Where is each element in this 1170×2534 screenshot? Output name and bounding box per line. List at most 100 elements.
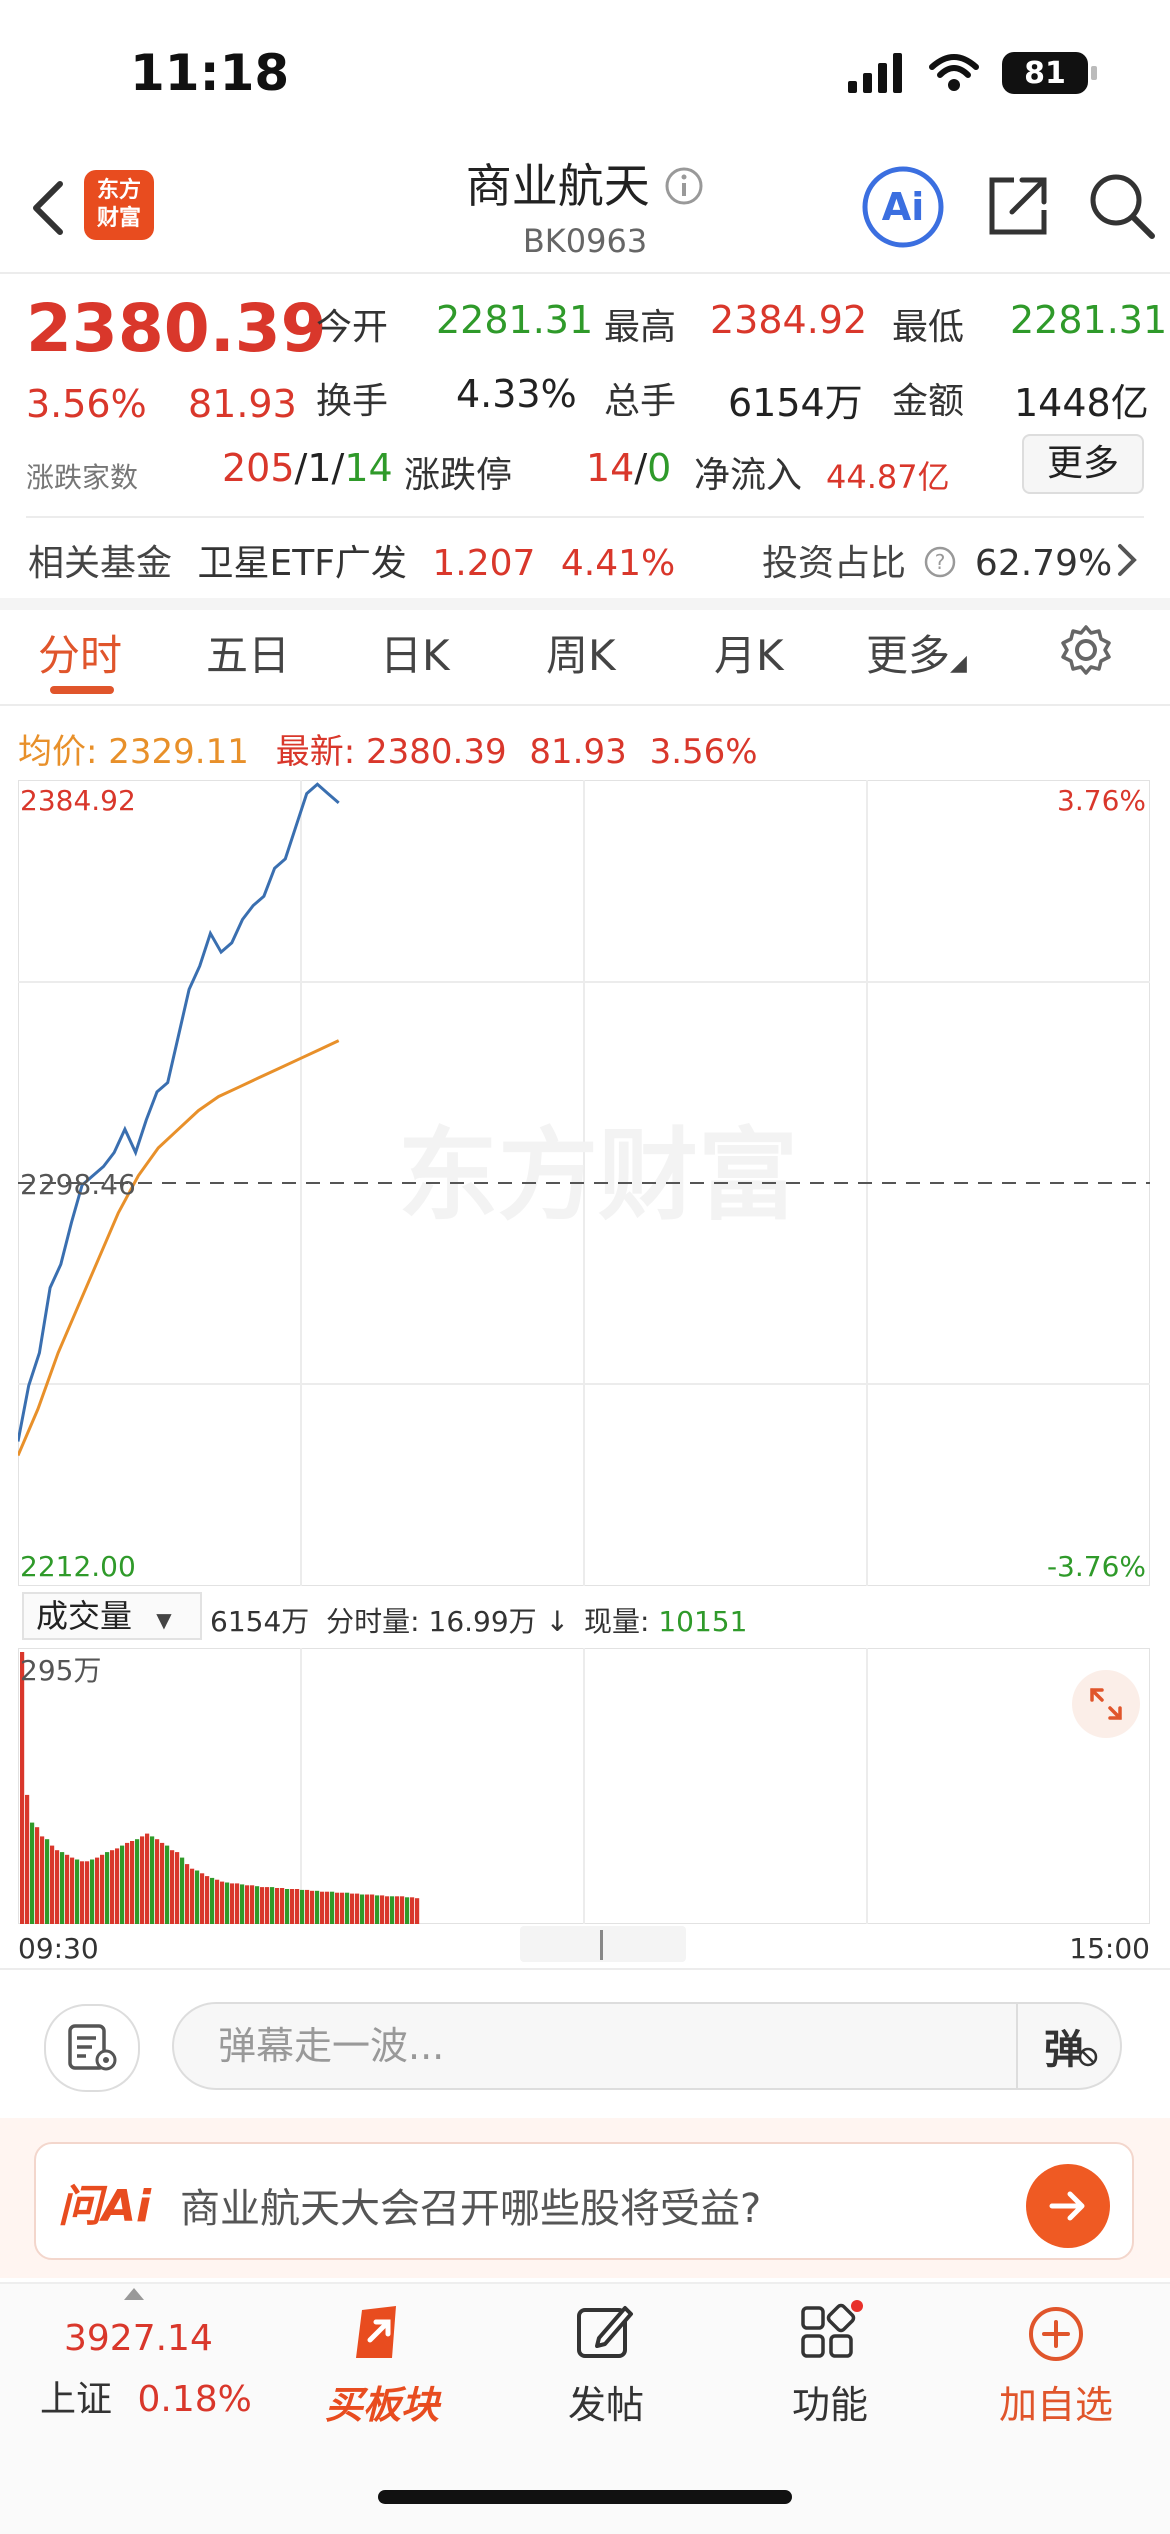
index-value[interactable]: 3927.14 xyxy=(64,2318,213,2359)
danmu-toggle-button[interactable]: 弹 xyxy=(1016,2002,1124,2090)
volume-bar xyxy=(360,1894,365,1924)
tab-intraday[interactable]: 分时 xyxy=(38,631,123,680)
caret-down-icon: ◢ xyxy=(950,651,967,676)
high-value: 2384.92 xyxy=(710,298,868,342)
volume-bar xyxy=(310,1890,315,1924)
tab-monthly-k[interactable]: 月K xyxy=(714,631,784,680)
title-text: 商业航天 xyxy=(465,159,650,213)
section-gap xyxy=(0,598,1170,610)
tab-daily-k[interactable]: 日K xyxy=(380,631,450,680)
gear-icon[interactable] xyxy=(1060,624,1112,676)
index-name: 上证 xyxy=(40,2379,113,2420)
volume-bar xyxy=(110,1850,115,1924)
chart-bottom-divider xyxy=(0,1968,1170,1970)
volume-bar xyxy=(415,1898,420,1924)
tab-more[interactable]: 更多◢ xyxy=(866,622,967,683)
volume-bar xyxy=(180,1857,185,1924)
volume-value: 6154万 xyxy=(728,381,863,425)
seg-volume-value: 16.99万 xyxy=(428,1605,537,1638)
tab-weekly-k[interactable]: 周K xyxy=(546,631,616,680)
volume-bar xyxy=(130,1841,135,1924)
volume-bar xyxy=(330,1891,335,1924)
volume-bar xyxy=(365,1894,370,1924)
home-indicator[interactable] xyxy=(378,2490,792,2504)
volume-bar xyxy=(45,1839,50,1924)
volume-bar xyxy=(165,1845,170,1924)
breadth-up: 205 xyxy=(222,446,295,490)
volume-bar xyxy=(260,1887,265,1924)
tab-five-day[interactable]: 五日 xyxy=(206,631,291,680)
volume-bar xyxy=(265,1887,270,1924)
svg-text:?: ? xyxy=(935,550,946,574)
y-bottom-label: 2212.00 xyxy=(20,1550,136,1583)
ratio-group[interactable]: 投资占比 ? 62.79% xyxy=(762,534,1112,586)
ai-go-button[interactable] xyxy=(1026,2164,1110,2248)
back-icon[interactable] xyxy=(28,178,68,238)
volume-bar xyxy=(335,1892,340,1924)
ai-icon[interactable]: Ai xyxy=(860,164,946,250)
volume-bar xyxy=(100,1854,105,1924)
ai-prompt-card[interactable] xyxy=(34,2142,1134,2260)
breadth-flat: 1 xyxy=(307,446,332,490)
volume-bar xyxy=(55,1850,60,1924)
fund-price: 1.207 xyxy=(432,543,536,584)
seg-volume-label: 分时量: xyxy=(326,1605,420,1638)
share-icon[interactable] xyxy=(984,172,1052,240)
scroll-handle[interactable] xyxy=(520,1926,686,1962)
search-icon[interactable] xyxy=(1086,170,1158,242)
volume-bar xyxy=(235,1883,240,1924)
y-mid-label: 2298.46 xyxy=(20,1168,136,1201)
nav-post[interactable]: 发帖 xyxy=(506,2300,706,2429)
fund-row[interactable]: 相关基金 卫星ETF广发 1.207 4.41% xyxy=(28,534,1148,584)
volume-chart[interactable]: 295万 xyxy=(18,1648,1150,1924)
volume-bar xyxy=(355,1893,360,1924)
volume-bar xyxy=(225,1882,230,1924)
volume-bar xyxy=(155,1839,160,1924)
chevron-right-icon[interactable] xyxy=(1116,542,1140,578)
logo-line-2: 财富 xyxy=(96,206,141,231)
note-button[interactable] xyxy=(44,2004,140,2092)
volume-bar xyxy=(75,1859,80,1924)
latest-change: 81.93 xyxy=(529,732,627,772)
info-icon[interactable] xyxy=(664,166,704,206)
price-line xyxy=(18,782,340,1442)
nav-add-watchlist[interactable]: 加自选 xyxy=(956,2300,1156,2429)
avg-value: 2329.11 xyxy=(108,732,249,772)
price-chart[interactable]: 东方财富 2384.92 2298.46 2212.00 3.76% -3.76… xyxy=(18,780,1150,1586)
volume-bar xyxy=(340,1892,345,1924)
buy-board-icon xyxy=(356,2306,396,2358)
volume-bar xyxy=(280,1888,285,1924)
volume-bar xyxy=(50,1845,55,1924)
fund-label: 相关基金 xyxy=(28,543,173,584)
status-time: 11:18 xyxy=(130,44,290,102)
more-button[interactable]: 更多 xyxy=(1022,434,1144,494)
limit-label: 涨跌停 xyxy=(404,455,513,496)
ai-prompt-text[interactable]: 商业航天大会召开哪些股将受益? xyxy=(180,2186,762,2232)
volume-bar xyxy=(315,1890,320,1924)
limit-down: 0 xyxy=(647,446,672,490)
expand-button[interactable] xyxy=(1072,1670,1140,1738)
nav-buy-board[interactable]: 买板块 xyxy=(282,2300,482,2429)
indicator-select-label: 成交量 xyxy=(36,1597,133,1635)
volume-bar xyxy=(405,1897,410,1924)
breadth-values: 205/1/14 xyxy=(222,446,393,490)
fund-pct: 4.41% xyxy=(560,543,676,584)
wifi-icon xyxy=(929,54,979,91)
index-row[interactable]: 上证 0.18% xyxy=(40,2370,252,2422)
volume-bar xyxy=(210,1877,215,1924)
volume-bar xyxy=(25,1794,30,1924)
nav-buy-board-label: 买板块 xyxy=(324,2383,439,2427)
amount-label: 金额 xyxy=(892,381,965,422)
breadth-label: 涨跌家数 xyxy=(26,461,139,494)
danmu-input[interactable]: 弹幕走一波... xyxy=(172,2002,1122,2090)
now-volume-label: 现量: xyxy=(583,1605,650,1638)
indicator-select[interactable]: 成交量 ▼ xyxy=(22,1592,202,1640)
volume-bar xyxy=(125,1842,130,1924)
breadth-down: 14 xyxy=(344,446,393,490)
volume-bar xyxy=(345,1892,350,1924)
nav-functions[interactable]: 功能 xyxy=(730,2300,930,2429)
change-pct: 3.56% xyxy=(26,382,147,426)
volume-bar xyxy=(120,1845,125,1924)
volume-bar xyxy=(390,1896,395,1924)
help-icon[interactable]: ? xyxy=(923,545,957,579)
